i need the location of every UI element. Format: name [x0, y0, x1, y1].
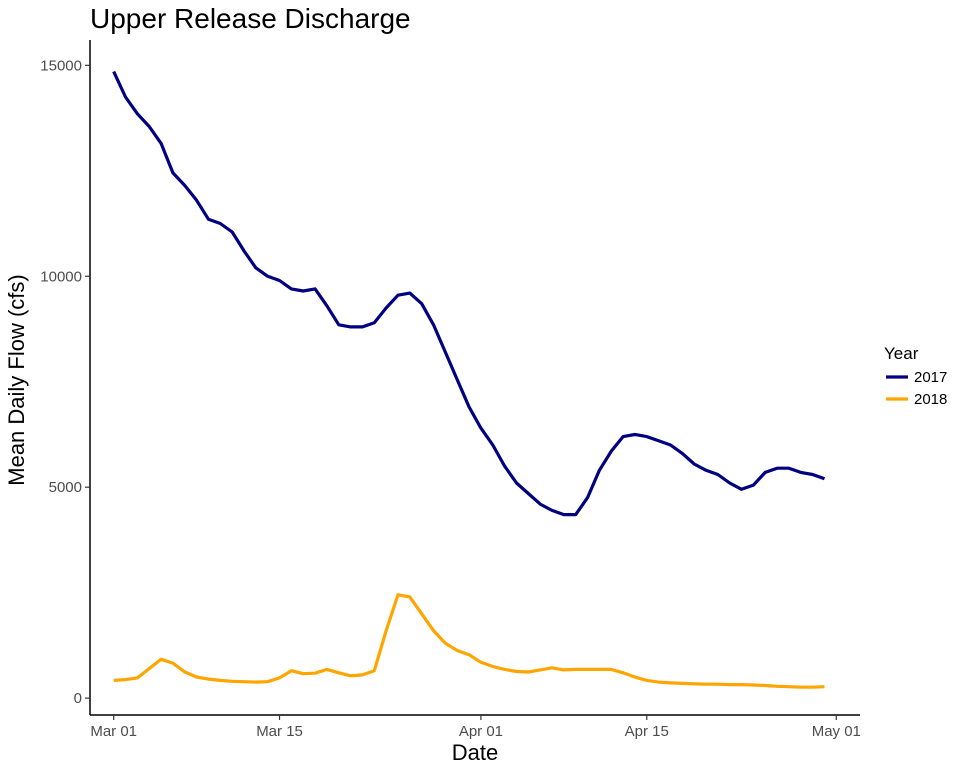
- legend-items: 2017 2018: [886, 369, 947, 408]
- y-tick-label: 10000: [40, 268, 82, 285]
- x-axis-title: Date: [452, 740, 498, 765]
- chart-title: Upper Release Discharge: [90, 3, 411, 34]
- legend-label-2017: 2017: [914, 369, 947, 386]
- x-tick-label: Mar 01: [90, 723, 137, 740]
- legend: Year 2017 2018: [884, 344, 947, 408]
- x-tick-label: May 01: [812, 723, 861, 740]
- legend-title: Year: [884, 344, 919, 363]
- y-tick-label: 5000: [49, 479, 82, 496]
- x-tick-label: Apr 15: [625, 723, 669, 740]
- y-axis: 0 5000 10000 15000: [40, 40, 91, 715]
- x-axis: Mar 01 Mar 15 Apr 01 Apr 15 May 01: [90, 714, 861, 740]
- y-tick-label: 0: [74, 690, 82, 707]
- y-axis-title: Mean Daily Flow (cfs): [4, 274, 29, 485]
- x-tick-label: Apr 01: [459, 723, 503, 740]
- legend-label-2018: 2018: [914, 391, 947, 408]
- x-tick-label: Mar 15: [256, 723, 303, 740]
- series-lines: [112, 70, 826, 689]
- series-line-2017: [112, 70, 826, 517]
- series-line-2018: [113, 593, 825, 689]
- y-tick-label: 15000: [40, 57, 82, 74]
